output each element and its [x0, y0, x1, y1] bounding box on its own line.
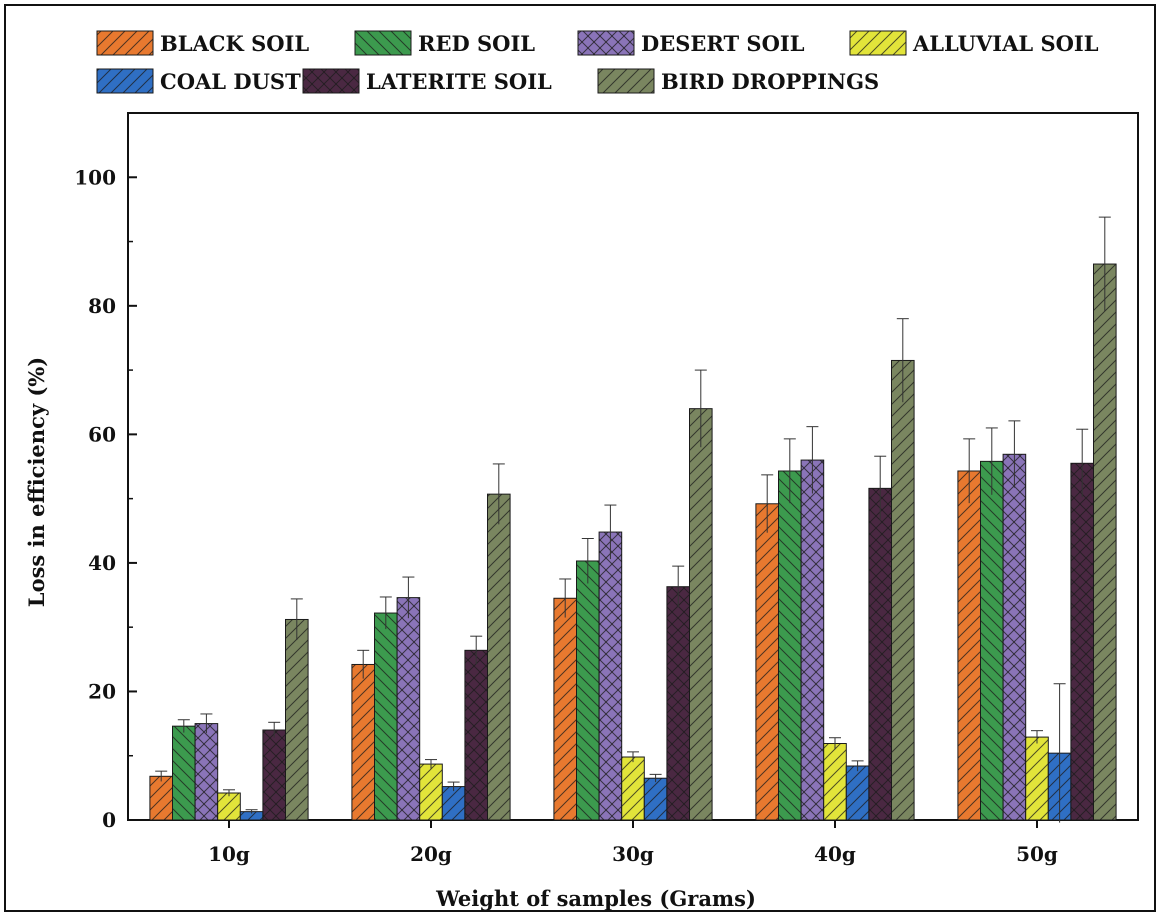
- legend-label: RED SOIL: [418, 31, 535, 56]
- y-tick-label: 60: [88, 422, 116, 446]
- x-tick-label: 50g: [1016, 842, 1058, 866]
- legend-item-coal-dust: COAL DUST: [96, 68, 301, 94]
- bar-black-soil-50g: [957, 470, 982, 821]
- bar-laterite-soil-10g: [262, 729, 286, 821]
- plot-area: 0 20 40 60 80 100 10g 20g 30g 40g 50g: [74, 112, 1139, 866]
- bar-laterite-soil-20g: [464, 649, 488, 821]
- legend-swatch: [302, 68, 360, 94]
- legend-swatch: [597, 68, 655, 94]
- legend-label: COAL DUST: [160, 69, 301, 94]
- bar-black-soil-10g: [149, 775, 173, 821]
- bar-desert-soil-30g: [598, 531, 623, 821]
- figure-frame: [4, 4, 1156, 912]
- x-tick-label: 30g: [612, 842, 654, 866]
- y-tick-label: 40: [88, 551, 116, 575]
- legend-item-black-soil: BLACK SOIL: [96, 30, 309, 56]
- bar-black-soil-20g: [351, 663, 375, 821]
- legend-label: LATERITE SOIL: [366, 69, 552, 94]
- y-tick-label: 0: [102, 808, 116, 832]
- bar-desert-soil-40g: [800, 459, 825, 821]
- x-tick-label: 40g: [814, 842, 856, 866]
- bar-bird-droppings-40g: [891, 359, 915, 821]
- bar-alluvial-soil-40g: [823, 743, 847, 821]
- legend-label: DESERT SOIL: [641, 31, 805, 56]
- legend-swatch: [354, 30, 412, 56]
- bar-alluvial-soil-30g: [621, 756, 645, 821]
- legend-swatch: [577, 30, 635, 56]
- bar-alluvial-soil-20g: [419, 763, 443, 821]
- legend-item-alluvial-soil: ALLUVIAL SOIL: [849, 30, 1099, 56]
- legend-swatch: [849, 30, 907, 56]
- x-tick-label: 10g: [208, 842, 250, 866]
- legend-item-red-soil: RED SOIL: [354, 30, 535, 56]
- bar-desert-soil-10g: [194, 723, 219, 821]
- bar-alluvial-soil-50g: [1025, 736, 1049, 821]
- x-axis-title: Weight of samples (Grams): [435, 886, 756, 911]
- y-tick-label: 20: [88, 679, 116, 703]
- bar-red-soil-40g: [778, 470, 802, 821]
- bar-laterite-soil-30g: [666, 586, 691, 821]
- y-axis-title: Loss in efficiency (%): [24, 357, 49, 607]
- bar-alluvial-soil-10g: [217, 792, 241, 821]
- bar-desert-soil-50g: [1002, 453, 1027, 821]
- legend-item-desert-soil: DESERT SOIL: [577, 30, 805, 56]
- legend-label: BIRD DROPPINGS: [661, 69, 879, 94]
- bar-bird-droppings-30g: [689, 408, 713, 821]
- bar-bird-droppings-50g: [1093, 263, 1117, 821]
- bar-black-soil-30g: [553, 597, 578, 821]
- bar-coal-dust-30g: [643, 777, 668, 821]
- legend-label: BLACK SOIL: [160, 31, 309, 56]
- bar-red-soil-20g: [374, 612, 398, 821]
- x-tick-label: 20g: [410, 842, 452, 866]
- bar-laterite-soil-40g: [868, 487, 893, 821]
- bar-coal-dust-40g: [845, 765, 870, 821]
- legend-label: ALLUVIAL SOIL: [912, 31, 1099, 56]
- legend-swatch: [96, 30, 154, 56]
- legend: BLACK SOIL RED SOIL DESERT SOIL ALLUVIAL SO…: [96, 30, 1099, 94]
- bar-desert-soil-20g: [396, 597, 421, 821]
- legend-item-laterite-soil: LATERITE SOIL: [302, 68, 552, 94]
- bar-red-soil-30g: [576, 560, 600, 821]
- bar-red-soil-10g: [172, 725, 196, 821]
- bar-black-soil-40g: [755, 503, 780, 821]
- bar-bird-droppings-10g: [285, 618, 309, 821]
- y-tick-label: 80: [88, 294, 116, 318]
- bar-coal-dust-20g: [441, 786, 466, 821]
- bar-red-soil-50g: [980, 460, 1004, 821]
- bar-laterite-soil-50g: [1070, 462, 1095, 821]
- bar-bird-droppings-20g: [487, 493, 511, 821]
- y-tick-label: 100: [74, 165, 116, 189]
- legend-item-bird-droppings: BIRD DROPPINGS: [597, 68, 879, 94]
- legend-swatch: [96, 68, 154, 94]
